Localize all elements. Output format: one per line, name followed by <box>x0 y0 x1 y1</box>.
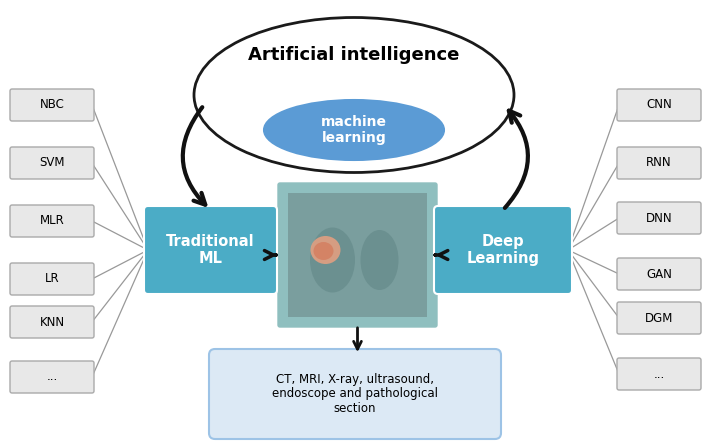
Text: DNN: DNN <box>646 212 672 225</box>
Text: MLR: MLR <box>40 214 65 228</box>
Ellipse shape <box>194 18 514 172</box>
Ellipse shape <box>310 228 355 293</box>
Text: machine
learning: machine learning <box>321 115 387 145</box>
Text: ...: ... <box>46 370 57 384</box>
Text: SVM: SVM <box>39 156 65 169</box>
Text: Artificial intelligence: Artificial intelligence <box>248 46 459 64</box>
FancyBboxPatch shape <box>10 361 94 393</box>
Text: LR: LR <box>45 273 60 286</box>
Text: ...: ... <box>654 367 664 381</box>
Ellipse shape <box>311 236 340 264</box>
Text: DGM: DGM <box>644 312 673 324</box>
FancyBboxPatch shape <box>10 89 94 121</box>
Text: NBC: NBC <box>40 99 65 111</box>
Text: GAN: GAN <box>646 267 672 281</box>
Text: KNN: KNN <box>40 316 65 328</box>
FancyBboxPatch shape <box>617 358 701 390</box>
Text: CNN: CNN <box>646 99 672 111</box>
FancyBboxPatch shape <box>617 147 701 179</box>
FancyBboxPatch shape <box>10 205 94 237</box>
FancyBboxPatch shape <box>288 193 427 317</box>
Text: RNN: RNN <box>646 156 672 169</box>
FancyBboxPatch shape <box>434 206 572 294</box>
Ellipse shape <box>360 230 398 290</box>
Text: Deep
Learning: Deep Learning <box>467 234 540 266</box>
FancyBboxPatch shape <box>278 183 437 327</box>
Ellipse shape <box>264 100 444 160</box>
FancyBboxPatch shape <box>10 263 94 295</box>
Ellipse shape <box>313 242 333 260</box>
FancyBboxPatch shape <box>617 89 701 121</box>
Text: Traditional
ML: Traditional ML <box>166 234 255 266</box>
Text: CT, MRI, X-ray, ultrasound,
endoscope and pathological
section: CT, MRI, X-ray, ultrasound, endoscope an… <box>272 373 438 415</box>
FancyBboxPatch shape <box>10 147 94 179</box>
FancyBboxPatch shape <box>617 258 701 290</box>
FancyBboxPatch shape <box>10 306 94 338</box>
FancyBboxPatch shape <box>209 349 501 439</box>
FancyBboxPatch shape <box>144 206 277 294</box>
FancyBboxPatch shape <box>617 202 701 234</box>
FancyBboxPatch shape <box>617 302 701 334</box>
